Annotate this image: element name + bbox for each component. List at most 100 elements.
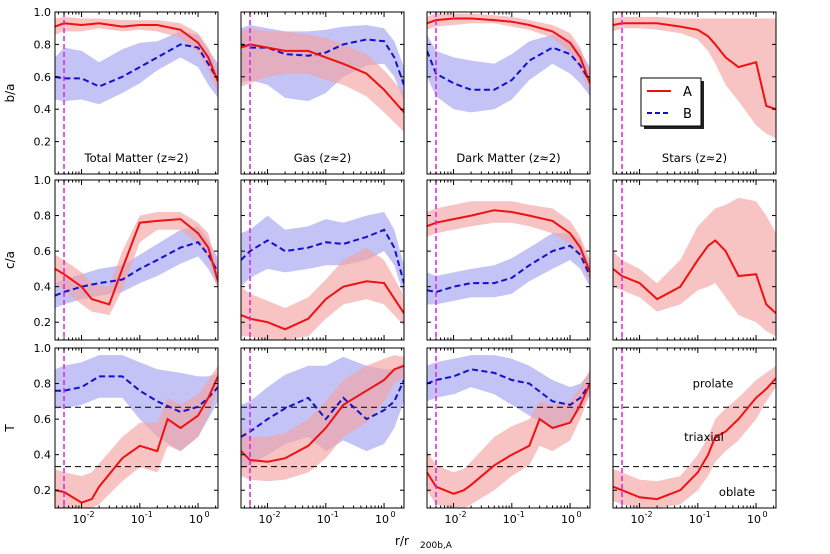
series-A-band-r2-c3: [427, 201, 590, 284]
panel-frame-r3-c1: [54, 347, 219, 509]
ytick-label-r2-c1-0: 0.2: [34, 316, 52, 329]
series-B-line-r1-c1: [55, 43, 218, 88]
panel-plot-area-r3-c2: [241, 348, 404, 508]
series-A-band-r3-c4: [613, 365, 776, 508]
ytick-label-r1-c1-2: 0.6: [34, 71, 52, 84]
series-B-line-r1-c3: [427, 46, 590, 91]
xtick-label-r3-c3-2: 10: [561, 513, 575, 526]
series-A-line-r3-c1: [55, 375, 218, 504]
series-B-band-r2-c3: [427, 233, 590, 305]
panel-frame-r3-c2: [240, 347, 405, 509]
panel-plot-area-r1-c3: [427, 12, 590, 174]
panel-plot-area-r3-c1: [55, 348, 218, 508]
ytick-label-r3-c1-0: 0.2: [34, 484, 52, 497]
series-A-band-r1-c4: [613, 16, 776, 139]
xtick-exp-r3-c4-0: -2: [645, 510, 653, 519]
panel-plot-area-r3-c3: [427, 348, 590, 508]
xtick-exp-r3-c1-0: -2: [87, 510, 95, 519]
ylabel-row-1: b/a: [3, 83, 17, 102]
ytick-label-r1-c1-4: 1.0: [34, 6, 52, 19]
series-A-line-r1-c1: [55, 22, 218, 83]
xtick-label-r3-c1-1: 10: [131, 513, 145, 526]
series-A-line-r3-c2: [241, 364, 404, 463]
panel-plot-area-r2-c2: [241, 180, 404, 340]
region-label-prolate: prolate: [693, 377, 734, 391]
panel-title-r1-c2: Gas (z≈2): [294, 151, 352, 165]
series-A-band-r1-c1: [55, 16, 218, 93]
xtick-exp-r3-c3-2: 0: [577, 510, 582, 519]
panel-frame-r1-c1: [54, 11, 219, 175]
ytick-label-r3-c1-2: 0.6: [34, 413, 52, 426]
xtick-label-r3-c1-2: 10: [189, 513, 203, 526]
panel-plot-area-r2-c1: [55, 180, 218, 340]
panel-frame-r1-c2: [240, 11, 405, 175]
xlabel-subscript: 200b,A: [420, 541, 453, 551]
legend-label-A: A: [683, 85, 692, 100]
region-label-oblate: oblate: [719, 485, 755, 499]
series-A-band-r2-c4: [613, 197, 776, 337]
series-B-line-r3-c1: [55, 375, 218, 414]
series-A-line-r2-c2: [241, 280, 404, 331]
xtick-exp-r3-c1-2: 0: [205, 510, 210, 519]
series-B-line-r2-c1: [55, 241, 218, 297]
series-A-band-r3-c3: [427, 369, 590, 508]
series-A-line-r3-c3: [427, 383, 590, 495]
series-A-line-r2-c4: [613, 239, 776, 315]
series-B-band-r1-c3: [427, 34, 590, 113]
series-A-line-r1-c2: [241, 43, 404, 114]
series-A-band-r2-c2: [241, 247, 404, 340]
panel-frame-r3-c4: [612, 347, 777, 509]
series-A-band-r2-c1: [55, 212, 218, 316]
panel-plot-area-r1-c2: [241, 12, 404, 174]
ytick-label-r1-c1-3: 0.8: [34, 38, 52, 51]
series-A-line-r1-c4: [613, 22, 776, 111]
xtick-label-r3-c3-0: 10: [445, 513, 459, 526]
xtick-exp-r3-c3-0: -2: [459, 510, 467, 519]
series-A-line-r1-c3: [427, 17, 590, 84]
panel-frame-r2-c2: [240, 179, 405, 341]
panel-title-r1-c4: Stars (z≈2): [662, 151, 727, 165]
panel-plot-area-r2-c4: [613, 180, 776, 340]
xtick-label-r3-c4-0: 10: [631, 513, 645, 526]
ytick-label-r1-c1-0: 0.2: [34, 136, 52, 149]
panel-title-r1-c1: Total Matter (z≈2): [84, 151, 189, 165]
ytick-label-r2-c1-2: 0.6: [34, 245, 52, 258]
xlabel: r/r: [395, 534, 409, 548]
panel-frame-r1-c4: [612, 11, 777, 175]
series-B-band-r2-c2: [241, 212, 404, 296]
series-B-line-r3-c3: [427, 368, 590, 406]
xtick-label-r3-c2-0: 10: [259, 513, 273, 526]
panel-title-r1-c3: Dark Matter (z≈2): [456, 151, 560, 165]
ytick-label-r1-c1-1: 0.4: [34, 103, 52, 116]
xtick-label-r3-c2-1: 10: [317, 513, 331, 526]
series-A-band-r3-c2: [241, 355, 404, 482]
ytick-label-r2-c1-1: 0.4: [34, 281, 52, 294]
series-B-line-r3-c2: [241, 379, 404, 438]
series-B-line-r2-c2: [241, 228, 404, 284]
panel-plot-area-r1-c4: [613, 12, 776, 174]
xtick-label-r3-c1-0: 10: [73, 513, 87, 526]
series-B-line-r2-c3: [427, 244, 590, 294]
panel-frame-r1-c3: [426, 11, 591, 175]
series-A-line-r2-c3: [427, 209, 590, 273]
series-A-line-r3-c4: [613, 377, 776, 501]
ytick-label-r2-c1-4: 1.0: [34, 174, 52, 187]
series-A-band-r1-c3: [427, 13, 590, 94]
legend-label-B: B: [683, 107, 692, 122]
panel-plot-area-r1-c1: [55, 12, 218, 174]
ytick-label-r3-c1-1: 0.4: [34, 449, 52, 462]
xtick-exp-r3-c2-0: -2: [273, 510, 281, 519]
ytick-label-r2-c1-3: 0.8: [34, 210, 52, 223]
panel-frame-r3-c3: [426, 347, 591, 509]
legend-box: [640, 77, 702, 127]
xtick-exp-r3-c3-1: -1: [517, 510, 525, 519]
xtick-label-r3-c3-1: 10: [503, 513, 517, 526]
xtick-exp-r3-c2-1: -1: [331, 510, 339, 519]
xtick-label-r3-c4-1: 10: [689, 513, 703, 526]
xtick-exp-r3-c4-2: 0: [763, 510, 768, 519]
xtick-label-r3-c2-2: 10: [375, 513, 389, 526]
xtick-label-r3-c4-2: 10: [747, 513, 761, 526]
region-label-triaxial: triaxial: [684, 430, 724, 444]
panel-frame-r2-c3: [426, 179, 591, 341]
